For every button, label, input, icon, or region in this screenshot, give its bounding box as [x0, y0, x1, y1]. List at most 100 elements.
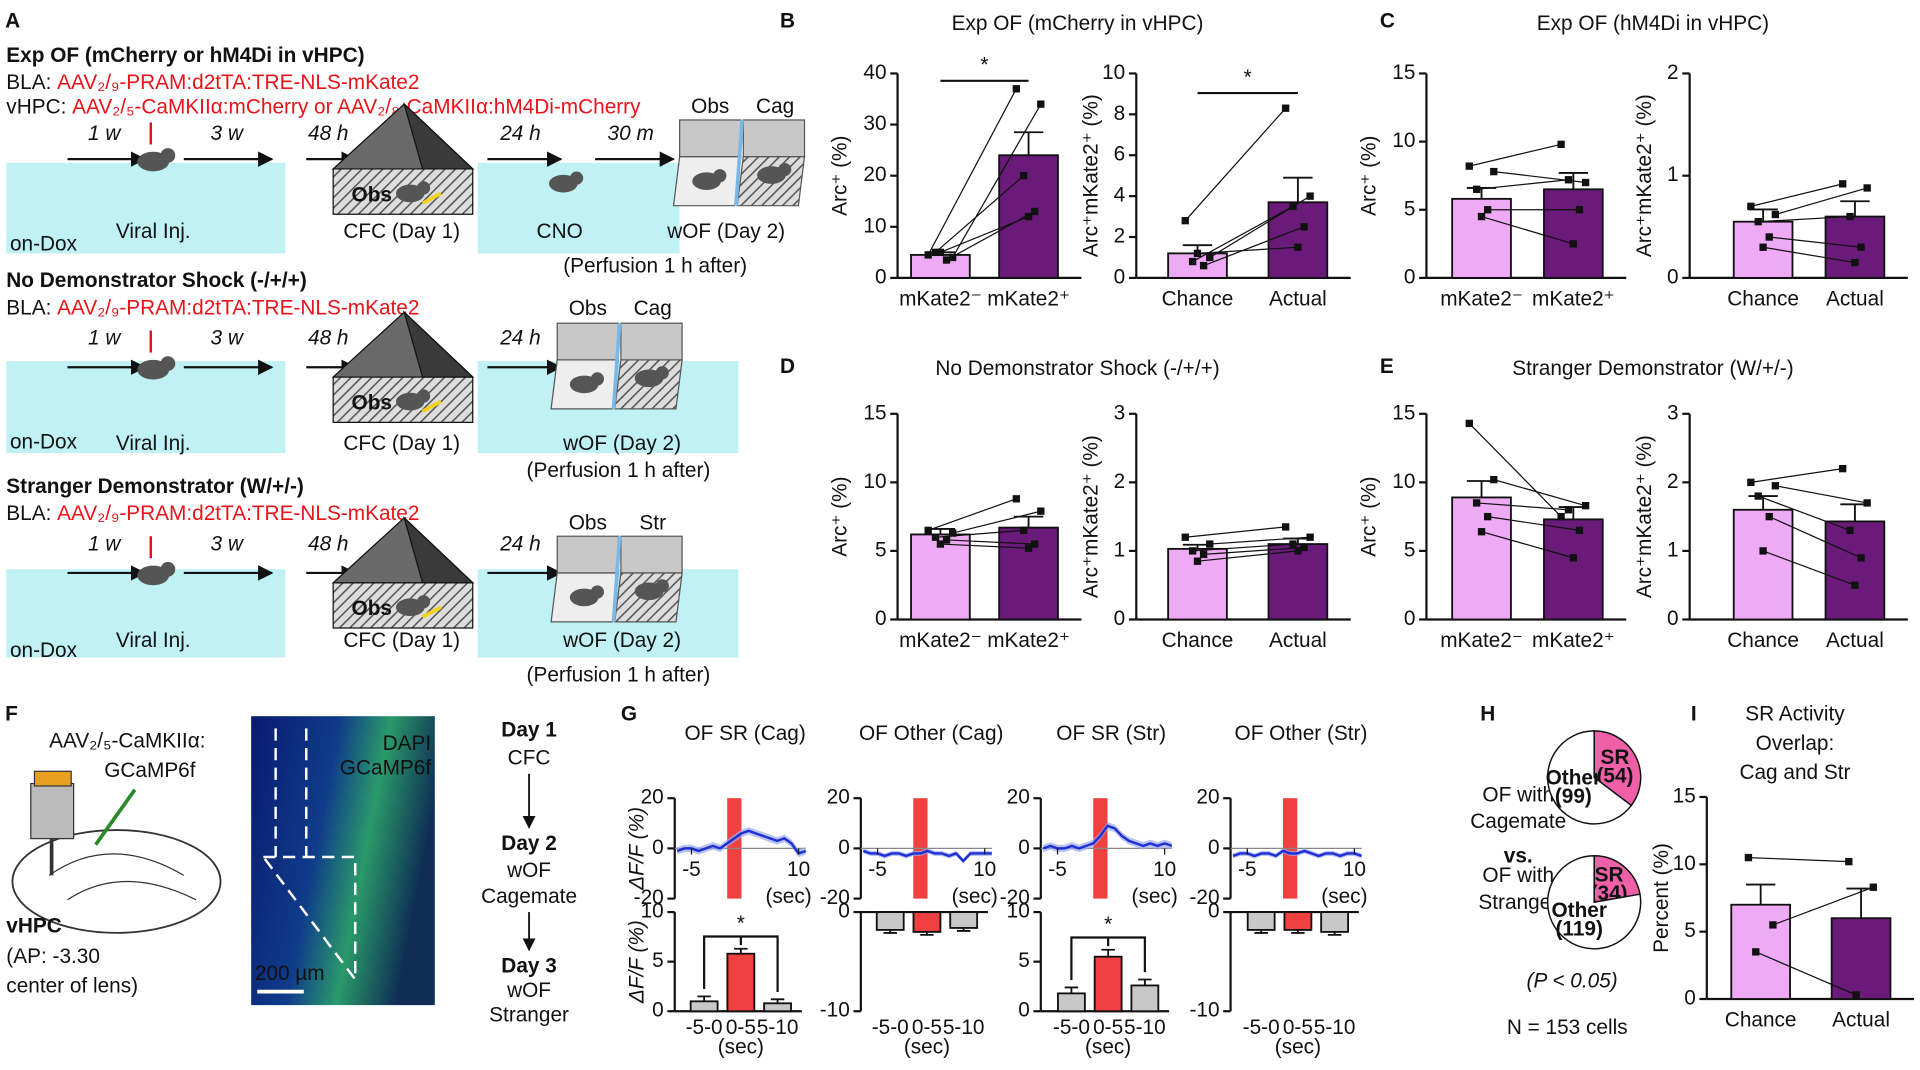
chart-title: Cag and Str [1739, 761, 1850, 784]
error-bar [1291, 929, 1305, 934]
panel-title: Exp OF (mCherry in vHPC) [952, 12, 1204, 35]
data-point [942, 536, 951, 544]
error-bar [1846, 887, 1876, 919]
pair-line [1185, 526, 1286, 538]
mouse-head [160, 148, 176, 163]
bar [1093, 955, 1123, 1013]
y-tick-label: 20 [863, 163, 886, 186]
chamber-label: Str [639, 511, 666, 534]
bar [1543, 518, 1604, 621]
dox-region [6, 162, 286, 254]
interval-label: 1 w [88, 327, 122, 350]
interval-label: 1 w [88, 532, 122, 555]
data-point [1569, 554, 1578, 562]
x-tick-label: Chance [1162, 287, 1234, 310]
x-axis-label: (sec) [765, 885, 811, 908]
data-point [1031, 207, 1039, 216]
x-tick-label: -5-0 [872, 1016, 909, 1039]
y-tick-label: 0 [652, 836, 664, 859]
slice-label: Other [1551, 899, 1606, 922]
cfc-label: Obs [352, 183, 392, 206]
bar [1730, 903, 1791, 1000]
x-tick-label: Actual [1269, 287, 1327, 310]
error-bar [956, 927, 971, 932]
data-point [1206, 540, 1214, 548]
y-tick-label: 10 [1392, 129, 1415, 152]
pair-line [1192, 543, 1294, 552]
y-tick-label: 0 [838, 900, 850, 923]
y-tick-label: 0 [1114, 607, 1126, 630]
y-tick-label: 0 [1404, 265, 1416, 288]
bar [949, 911, 979, 929]
bar [1320, 911, 1350, 933]
data-point [1477, 212, 1486, 221]
data-point [1300, 543, 1308, 552]
slice-label: Other [1546, 767, 1601, 790]
chart-title: Stranger [1478, 891, 1558, 914]
pair-line [1768, 516, 1862, 559]
vector-construct: AAV₂/₉-PRAM:d2tTA:TRE-NLS-mKate2 [57, 296, 419, 319]
data-point [1306, 192, 1314, 200]
y-axis-label: Arc⁺mKate2⁺ (%) [1080, 94, 1103, 257]
pair-line [952, 510, 1041, 534]
data-point [1581, 178, 1590, 187]
pair-line [1197, 246, 1298, 254]
pair-line [1772, 886, 1874, 926]
chart-title: Cagemate [1470, 810, 1566, 833]
data-point [1199, 261, 1208, 270]
x-tick-label: -5-0 [1053, 1016, 1090, 1039]
pair-line [1755, 951, 1857, 996]
stain-label: GCaMP6f [340, 756, 432, 779]
pair-line [1775, 187, 1868, 216]
pair-line [946, 539, 1035, 545]
bar [1267, 201, 1329, 279]
panel-title: No Demonstrator Shock (-/+/+) [935, 357, 1219, 380]
data-point [1465, 419, 1473, 428]
pair-line [1758, 215, 1851, 223]
data-point [1765, 233, 1773, 241]
data-point [1300, 223, 1308, 231]
data-point [1857, 554, 1865, 562]
data-point [1575, 526, 1584, 535]
data-point [1306, 533, 1314, 541]
pair-line [1762, 550, 1856, 586]
slice-value: (99) [1555, 785, 1592, 808]
cfc-side [402, 310, 475, 378]
y-tick-label: 3 [1667, 401, 1679, 424]
data-point [1206, 253, 1214, 262]
pair-line [1758, 495, 1851, 531]
bar [1824, 215, 1886, 279]
panel-title: Stranger Demonstrator (W/+/-) [1512, 357, 1793, 380]
stain-label: DAPI [383, 732, 432, 755]
y-tick-label: 20 [1196, 786, 1219, 809]
mouse-head [160, 356, 176, 371]
vector-construct: AAV₂/₉-PRAM:d2tTA:TRE-NLS-mKate2 [57, 502, 419, 525]
significance-bracket [1070, 936, 1146, 981]
interval-label: 3 w [210, 532, 244, 555]
y-axis-label: ΔF/F (%) [626, 920, 649, 1004]
bar [1824, 520, 1886, 621]
data-point [1281, 523, 1290, 531]
pair-line [1750, 468, 1843, 483]
x-tick-label: mKate2⁻ [1440, 629, 1523, 652]
x-tick-label: Chance [1727, 629, 1799, 652]
pair-line [1493, 479, 1586, 507]
pair-line [940, 216, 1029, 253]
chamber-label: Obs [691, 95, 729, 118]
chamber-wall [556, 535, 620, 574]
x-tick-label: mKate2⁺ [987, 287, 1070, 310]
y-tick-label: 10 [1007, 900, 1030, 923]
step-label: wOF (Day 2) [562, 629, 681, 652]
data-point [1031, 540, 1039, 548]
step-label: CNO [537, 220, 583, 243]
pie-slice [1593, 730, 1642, 807]
data-point [1188, 547, 1197, 555]
y-tick-label: 5 [1404, 197, 1416, 220]
pair-line [1468, 422, 1562, 518]
y-tick-label: 10 [863, 214, 886, 237]
bar [875, 911, 905, 931]
x-tick-label: 5-10 [943, 1016, 985, 1039]
y-tick-label: 10 [863, 470, 886, 493]
data-point [1012, 85, 1020, 93]
